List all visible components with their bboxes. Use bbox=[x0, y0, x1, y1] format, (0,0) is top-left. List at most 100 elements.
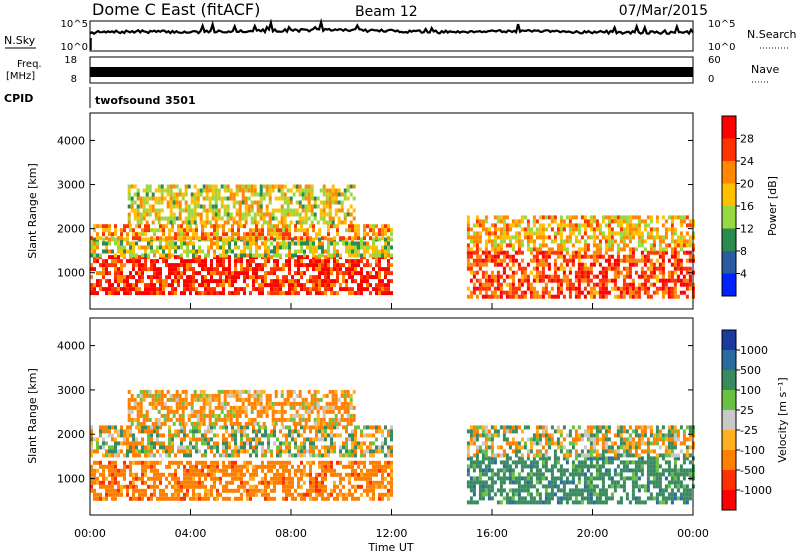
power-cell-2 bbox=[258, 228, 261, 232]
power-cell-0 bbox=[312, 275, 315, 279]
velocity-cell-0 bbox=[153, 473, 156, 477]
power-cell-3 bbox=[170, 217, 173, 221]
power-cell-5 bbox=[671, 247, 674, 251]
power-cell-3 bbox=[281, 209, 284, 213]
power-cell-4 bbox=[557, 279, 560, 283]
power-cell-5 bbox=[542, 223, 545, 227]
velocity-cell-1 bbox=[345, 437, 348, 441]
velocity-cell-0 bbox=[198, 461, 201, 465]
velocity-cell-2 bbox=[176, 406, 179, 410]
velocity-cell-2 bbox=[164, 414, 167, 418]
power-cell-0 bbox=[117, 279, 120, 283]
power-cell-5 bbox=[632, 235, 635, 239]
power-cell-0 bbox=[324, 283, 327, 287]
power-cell-3 bbox=[269, 197, 272, 201]
power-cell-2 bbox=[201, 232, 204, 236]
velocity-cell-1 bbox=[321, 437, 324, 441]
velocity-cell-0 bbox=[342, 497, 345, 501]
power-cell-3 bbox=[296, 213, 299, 217]
power-cell-4 bbox=[614, 279, 617, 283]
velocity-cell-2 bbox=[329, 418, 332, 422]
velocity-cell-2 bbox=[170, 418, 173, 422]
power-cell-0 bbox=[348, 291, 351, 295]
power-cell-1 bbox=[243, 250, 246, 254]
velocity-cell-1 bbox=[141, 445, 144, 449]
velocity-cell-0 bbox=[342, 465, 345, 469]
velocity-cell-1 bbox=[288, 429, 291, 433]
power-cell-4 bbox=[542, 279, 545, 283]
power-cell-4 bbox=[536, 263, 539, 267]
velocity-cell-0 bbox=[177, 485, 180, 489]
power-cell-3 bbox=[329, 221, 332, 225]
velocity-cell-2 bbox=[188, 402, 191, 406]
velocity-cell-0 bbox=[144, 489, 147, 493]
power-cell-5 bbox=[635, 231, 638, 235]
velocity-cell-2 bbox=[320, 418, 323, 422]
velocity-cell-0 bbox=[372, 465, 375, 469]
power-cell-1 bbox=[144, 246, 147, 250]
power-cell-2 bbox=[363, 232, 366, 236]
velocity-cell-1 bbox=[132, 449, 135, 453]
power-cell-4 bbox=[515, 287, 518, 291]
velocity-cell-1 bbox=[279, 429, 282, 433]
velocity-cell-0 bbox=[306, 461, 309, 465]
velocity-cell-2 bbox=[344, 410, 347, 414]
power-cell-5 bbox=[605, 243, 608, 247]
velocity-cell-2 bbox=[245, 390, 248, 394]
power-cell-1 bbox=[168, 246, 171, 250]
power-cell-1 bbox=[264, 250, 267, 254]
power-cell-3 bbox=[146, 209, 149, 213]
velocity-cell-0 bbox=[192, 481, 195, 485]
velocity-cell-0 bbox=[210, 473, 213, 477]
power-cell-4 bbox=[569, 291, 572, 295]
power-cell-2 bbox=[135, 232, 138, 236]
power-cell-0 bbox=[318, 291, 321, 295]
velocity-cell-1 bbox=[303, 429, 306, 433]
velocity-cell-1 bbox=[168, 433, 171, 437]
power-cell-1 bbox=[249, 242, 252, 246]
power-cell-1 bbox=[186, 254, 189, 258]
power-cell-5 bbox=[656, 235, 659, 239]
power-cell-4 bbox=[494, 255, 497, 259]
power-cell-4 bbox=[494, 291, 497, 295]
velocity-cell-0 bbox=[228, 465, 231, 469]
power-cell-5 bbox=[590, 227, 593, 231]
power-cell-4 bbox=[518, 279, 521, 283]
velocity-cell-0 bbox=[168, 461, 171, 465]
power-cell-3 bbox=[269, 201, 272, 205]
power-cell-4 bbox=[509, 259, 512, 263]
velocity-cell-3 bbox=[548, 496, 551, 500]
power-cell-5 bbox=[491, 231, 494, 235]
power-cell-3 bbox=[248, 197, 251, 201]
power-cell-4 bbox=[674, 259, 677, 263]
power-cell-3 bbox=[260, 213, 263, 217]
velocity-cell-1 bbox=[156, 437, 159, 441]
velocity-cell-3 bbox=[485, 488, 488, 492]
velocity-cell-3 bbox=[479, 480, 482, 484]
power-cell-0 bbox=[219, 271, 222, 275]
power-cell-5 bbox=[677, 215, 680, 219]
power-cell-3 bbox=[239, 209, 242, 213]
power-cell-0 bbox=[168, 283, 171, 287]
power-cell-3 bbox=[272, 217, 275, 221]
power-cell-0 bbox=[174, 275, 177, 279]
velocity-cell-2 bbox=[221, 406, 224, 410]
power-cell-5 bbox=[638, 231, 641, 235]
power-cell-3 bbox=[158, 209, 161, 213]
power-cell-4 bbox=[671, 287, 674, 291]
power-cell-2 bbox=[180, 228, 183, 232]
velocity-cell-0 bbox=[159, 481, 162, 485]
power-cell-4 bbox=[674, 267, 677, 271]
velocity-cell-2 bbox=[200, 422, 203, 426]
velocity-cell-0 bbox=[108, 461, 111, 465]
power-cell-3 bbox=[185, 185, 188, 189]
velocity-cell-0 bbox=[354, 477, 357, 481]
power-cell-0 bbox=[168, 271, 171, 275]
velocity-cell-3 bbox=[596, 472, 599, 476]
power-cell-3 bbox=[209, 209, 212, 213]
power-cell-0 bbox=[168, 275, 171, 279]
velocity-cell-0 bbox=[222, 473, 225, 477]
velocity-cell-2 bbox=[350, 398, 353, 402]
power-cell-0 bbox=[93, 283, 96, 287]
power-cell-4 bbox=[620, 291, 623, 295]
